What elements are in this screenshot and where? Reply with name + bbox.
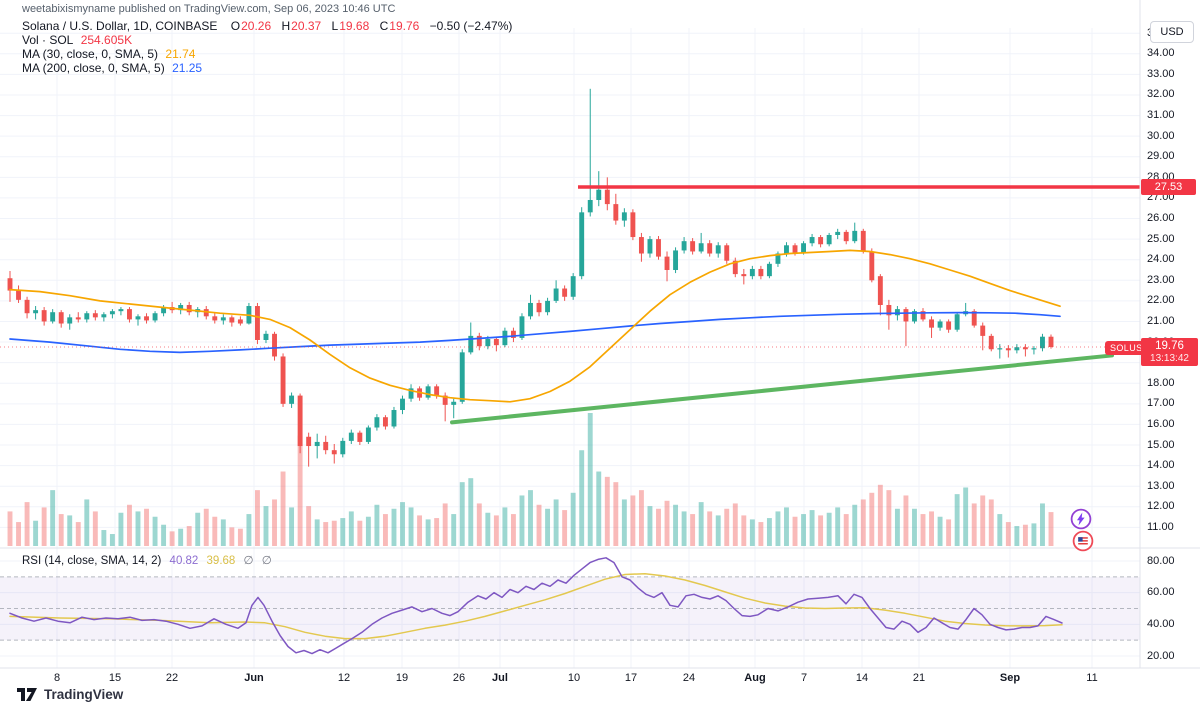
rsi-tick: 60.00 [1147,586,1175,599]
time-tick: 10 [567,672,581,684]
hidden-value-icon: ∅ [243,555,254,567]
low-value: 19.68 [339,19,370,33]
price-tick: 32.00 [1147,88,1175,101]
price-tick: 23.00 [1147,273,1175,286]
ma30-legend-row: MA (30, close, 0, SMA, 5) 21.74 [22,47,195,61]
ma200-value: 21.25 [172,61,203,75]
tradingview-branding[interactable]: TradingView [17,687,123,702]
symbol-legend-row: Solana / U.S. Dollar, 1D, COINBASE O20.2… [22,19,512,33]
resistance-price-label: 27.53 [1141,179,1196,195]
price-tick: 30.00 [1147,129,1175,142]
hidden-value-icon: ∅ [261,555,272,567]
time-tick: 24 [682,672,696,684]
time-tick: Aug [744,672,766,684]
price-tick: 18.00 [1147,376,1175,389]
ma200-label[interactable]: MA (200, close, 0, SMA, 5) [22,61,165,75]
volume-label[interactable]: Vol · SOL [22,33,74,47]
time-tick: 8 [53,672,61,684]
price-tick: 11.00 [1147,520,1174,533]
price-tick: 15.00 [1147,438,1175,451]
time-tick: Sep [999,672,1021,684]
tradingview-logo-icon [17,687,37,701]
rsi-signal-value: 39.68 [206,555,236,567]
time-tick: Jul [492,672,508,684]
time-tick: 11 [1086,672,1098,684]
last-price-value: 19.76 [1155,340,1184,352]
ma200-legend-row: MA (200, close, 0, SMA, 5) 21.25 [22,61,202,75]
last-price-label: 19.76 13:13:42 [1141,338,1198,366]
rsi-tick: 80.00 [1147,554,1175,567]
time-tick: 19 [395,672,409,684]
price-tick: 31.00 [1147,109,1175,122]
time-tick: 14 [855,672,869,684]
price-tick: 29.00 [1147,150,1175,163]
volume-legend-row: Vol · SOL 254.605K [22,33,132,47]
price-tick: 12.00 [1147,500,1175,513]
time-tick: 12 [337,672,351,684]
volume-value: 254.605K [80,33,133,47]
high-value: 20.37 [291,19,322,33]
high-label: H [281,19,291,33]
price-tick: 26.00 [1147,212,1175,225]
price-tick: 33.00 [1147,67,1175,80]
lightning-badge-icon[interactable] [1070,508,1092,530]
low-label: L [331,19,339,33]
flag-badge-icon[interactable] [1072,530,1094,552]
tradingview-wordmark: TradingView [44,687,124,702]
rsi-tick: 20.00 [1147,649,1175,662]
rsi-tick: 40.00 [1147,617,1175,630]
time-tick: 17 [624,672,638,684]
rsi-value: 40.82 [169,555,199,567]
open-value: 20.26 [241,19,272,33]
price-tick: 16.00 [1147,417,1175,430]
change-value: −0.50 (−2.47%) [429,19,513,33]
price-tick: 13.00 [1147,479,1175,492]
publisher-line: weetabixismyname published on TradingVie… [22,3,396,15]
time-tick: 15 [108,672,122,684]
symbol-title[interactable]: Solana / U.S. Dollar, 1D, COINBASE [22,19,218,33]
time-tick: 26 [452,672,466,684]
currency-unit-button[interactable]: USD [1150,21,1194,43]
time-tick: 7 [800,672,808,684]
price-tick: 21.00 [1147,314,1175,327]
rsi-legend-row: RSI (14, close, SMA, 14, 2) 40.82 39.68 … [22,553,277,567]
rsi-label[interactable]: RSI (14, close, SMA, 14, 2) [22,555,162,567]
ma30-label[interactable]: MA (30, close, 0, SMA, 5) [22,47,159,61]
time-tick: Jun [244,672,264,684]
price-tick: 22.00 [1147,294,1175,307]
price-tick: 24.00 [1147,253,1175,266]
price-tick: 25.00 [1147,232,1175,245]
open-label: O [230,19,241,33]
price-tick: 17.00 [1147,397,1175,410]
time-tick: 21 [912,672,926,684]
close-label: C [379,19,389,33]
close-value: 19.76 [389,19,420,33]
price-tick: 14.00 [1147,459,1175,472]
time-tick: 22 [165,672,179,684]
ma30-value: 21.74 [165,47,196,61]
price-tick: 34.00 [1147,47,1175,60]
bar-countdown: 13:13:42 [1150,353,1189,364]
